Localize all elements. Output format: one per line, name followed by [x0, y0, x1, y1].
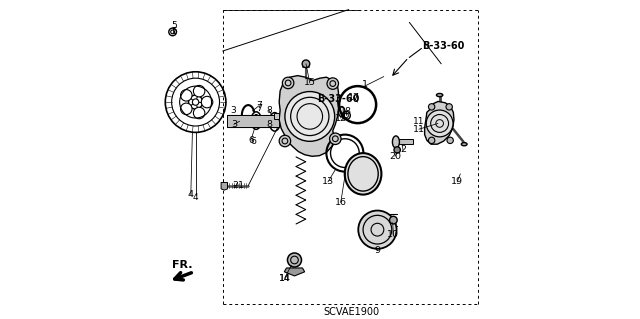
- Circle shape: [358, 211, 397, 249]
- Text: 8: 8: [266, 106, 272, 115]
- Circle shape: [428, 137, 435, 144]
- Polygon shape: [396, 139, 413, 144]
- Text: 11: 11: [413, 125, 425, 134]
- Text: B-33-60: B-33-60: [422, 41, 465, 51]
- Circle shape: [180, 103, 192, 115]
- Circle shape: [202, 96, 213, 108]
- Polygon shape: [227, 115, 278, 127]
- Text: 14: 14: [279, 274, 291, 283]
- Text: 7: 7: [256, 101, 262, 110]
- Text: 19: 19: [451, 177, 463, 186]
- Text: 20: 20: [389, 152, 401, 161]
- Circle shape: [279, 135, 291, 147]
- Polygon shape: [274, 113, 280, 119]
- Circle shape: [180, 90, 192, 101]
- Text: 10: 10: [387, 230, 399, 239]
- Text: 4: 4: [188, 190, 194, 199]
- Circle shape: [426, 110, 453, 137]
- Text: 13: 13: [322, 177, 334, 186]
- Text: 2: 2: [400, 145, 406, 154]
- Text: 3: 3: [230, 106, 236, 115]
- Text: 14: 14: [279, 274, 291, 283]
- Text: 11: 11: [413, 117, 425, 126]
- Ellipse shape: [392, 136, 399, 148]
- Polygon shape: [279, 76, 339, 156]
- Circle shape: [428, 104, 435, 110]
- Circle shape: [302, 60, 310, 68]
- Text: 8: 8: [266, 120, 272, 129]
- Circle shape: [330, 133, 341, 145]
- Polygon shape: [221, 182, 227, 190]
- Circle shape: [390, 216, 397, 224]
- Text: 5: 5: [171, 27, 177, 36]
- Text: 18: 18: [339, 107, 351, 116]
- Text: 17: 17: [348, 93, 360, 102]
- Circle shape: [446, 104, 452, 110]
- Text: 5: 5: [171, 21, 177, 30]
- Text: 1: 1: [362, 80, 367, 89]
- Text: 15: 15: [304, 78, 316, 87]
- Text: 7: 7: [257, 104, 262, 113]
- Text: 6: 6: [250, 137, 256, 146]
- Text: SCVAE1900: SCVAE1900: [324, 307, 380, 317]
- Circle shape: [394, 147, 401, 153]
- Text: 21: 21: [233, 181, 244, 189]
- Circle shape: [287, 253, 301, 267]
- Circle shape: [193, 85, 205, 97]
- Text: 3: 3: [231, 120, 237, 129]
- Text: 9: 9: [374, 246, 380, 255]
- Text: 6: 6: [248, 136, 254, 145]
- Ellipse shape: [345, 153, 381, 195]
- Ellipse shape: [436, 93, 443, 97]
- Polygon shape: [424, 101, 454, 144]
- Circle shape: [447, 137, 453, 144]
- Circle shape: [327, 78, 339, 89]
- Circle shape: [193, 107, 205, 119]
- Ellipse shape: [461, 143, 467, 146]
- Text: B-33-60: B-33-60: [317, 94, 359, 104]
- Text: 12: 12: [335, 114, 347, 122]
- Circle shape: [285, 92, 335, 141]
- Text: 4: 4: [193, 193, 198, 202]
- Text: FR.: FR.: [172, 260, 193, 270]
- Circle shape: [282, 77, 294, 89]
- Text: 16: 16: [335, 198, 347, 207]
- Polygon shape: [284, 268, 305, 276]
